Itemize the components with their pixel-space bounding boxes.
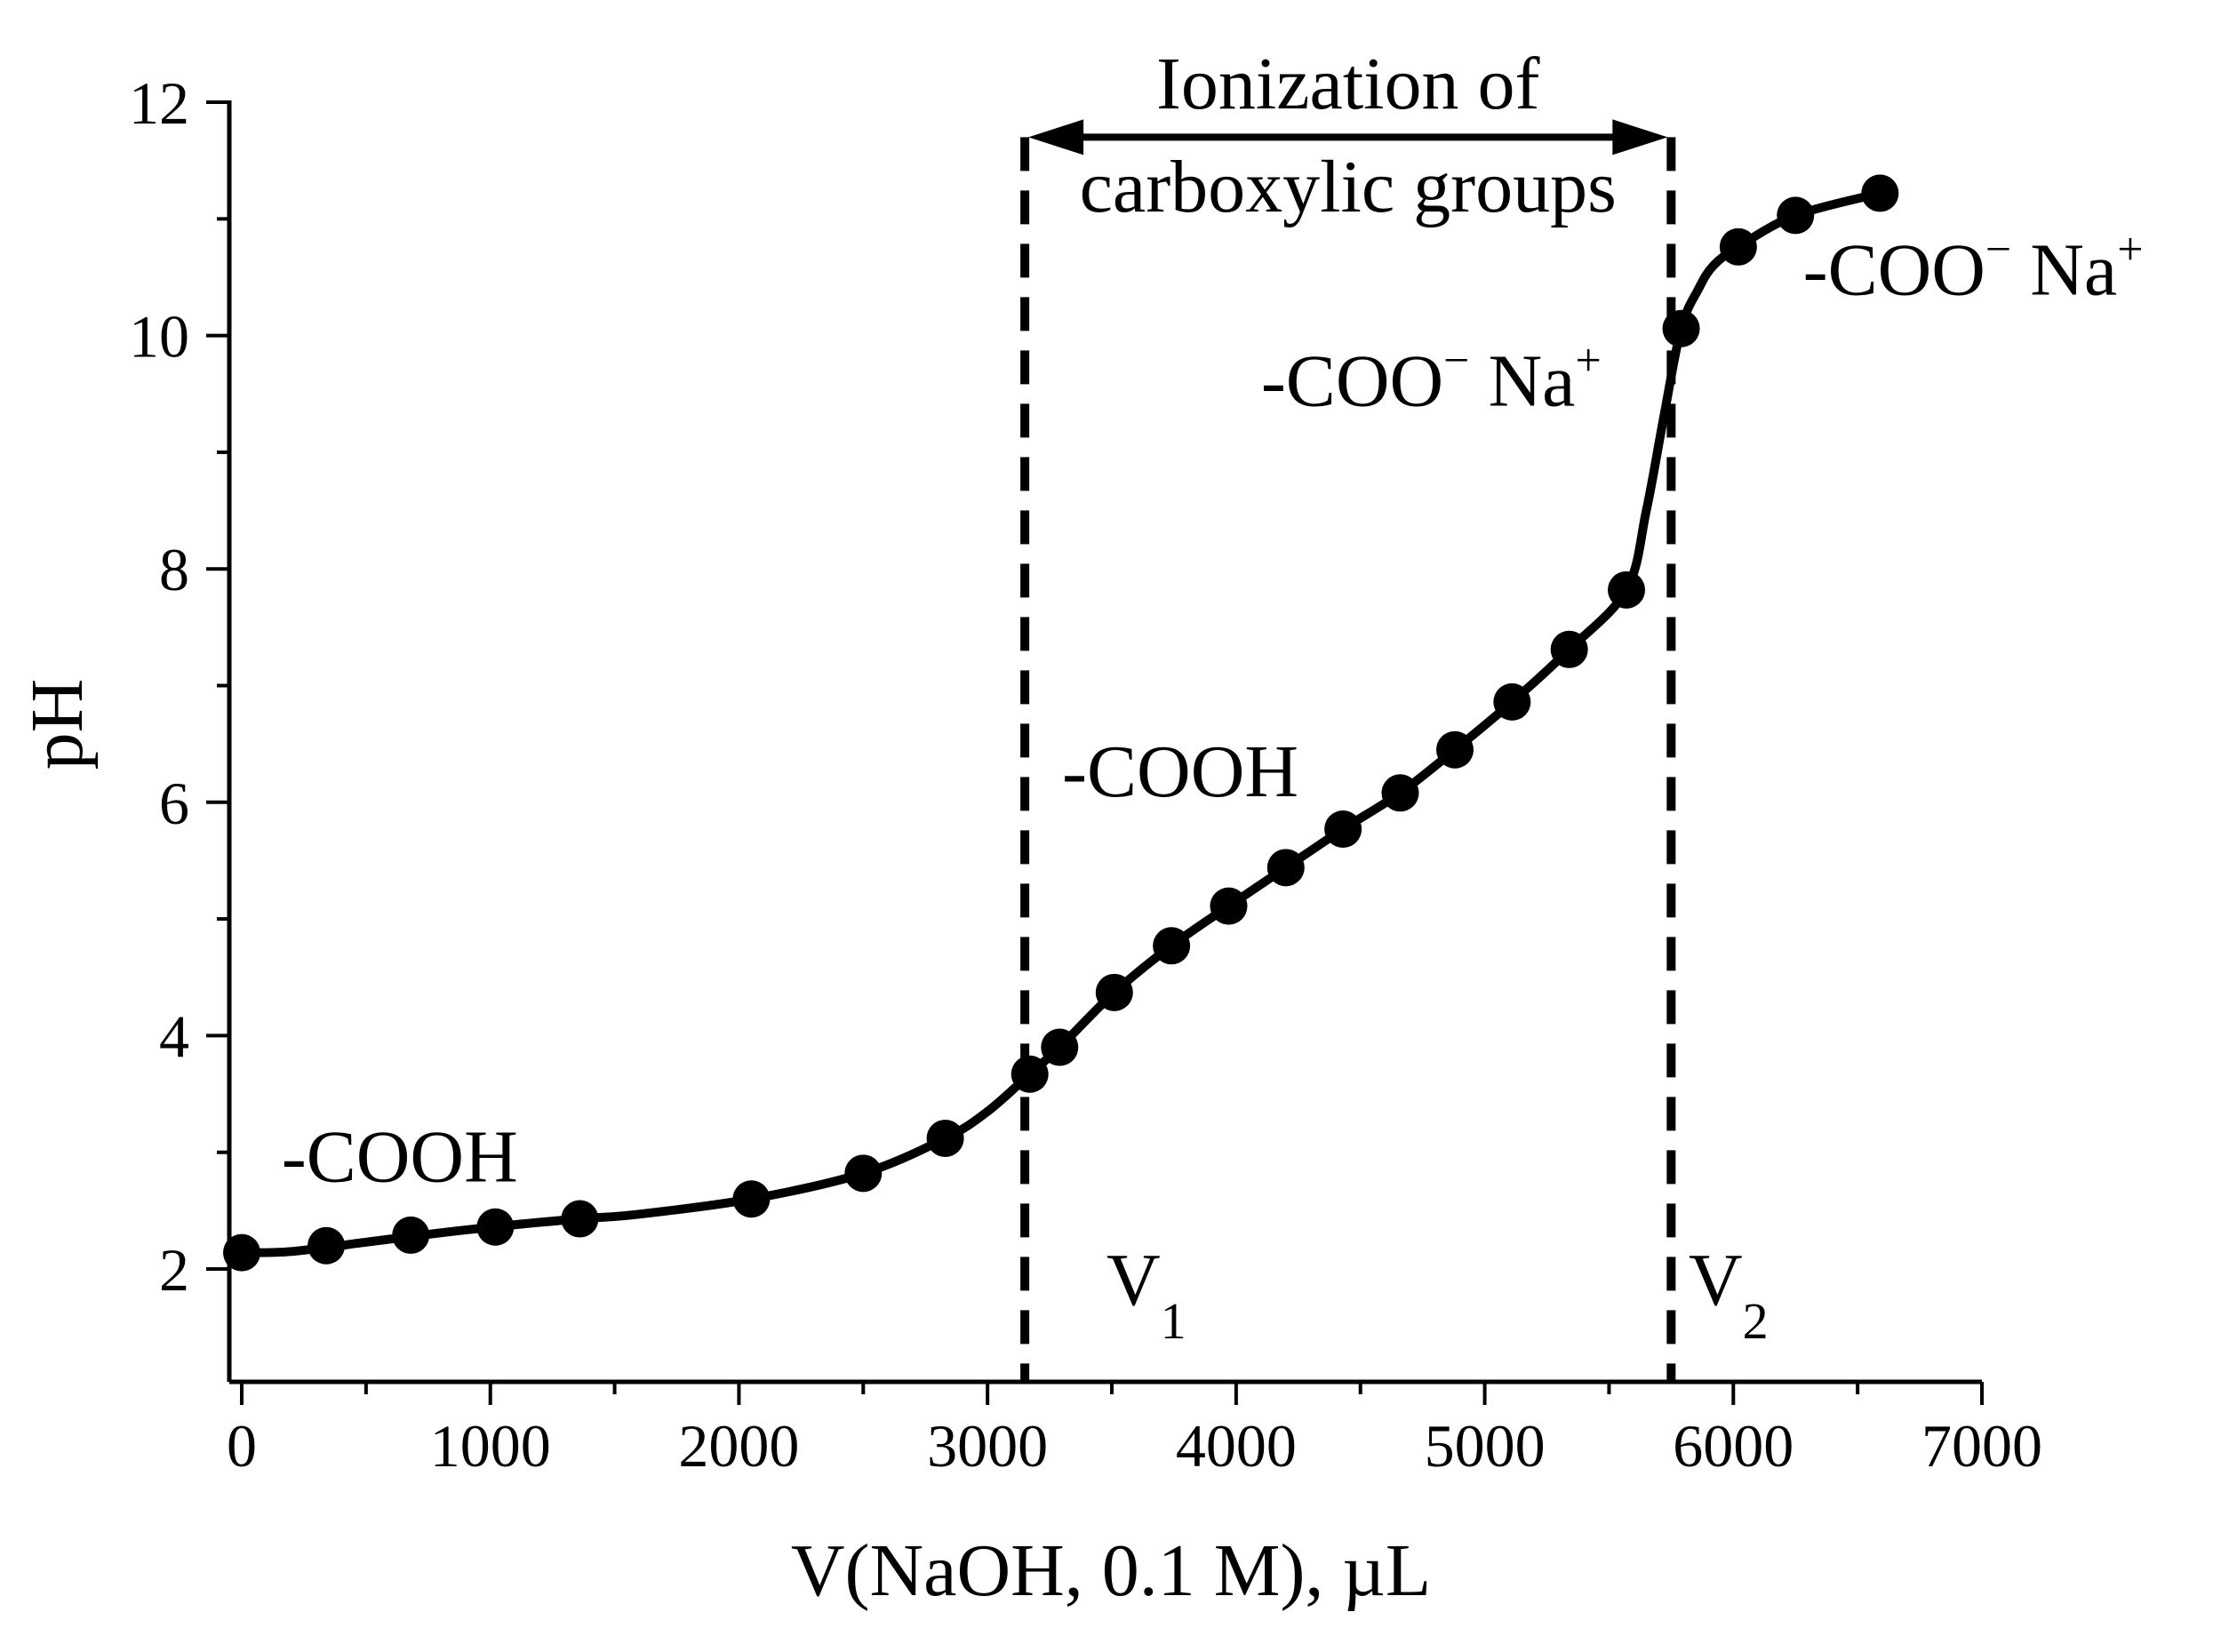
y-tick-label: 2 (159, 1236, 189, 1304)
data-point (1861, 174, 1899, 212)
annotations: Ionization of carboxylic groups -COOH -COOH… (282, 43, 2144, 1350)
y-axis-title: pH (16, 679, 99, 770)
x-axis-title: V(NaOH, 0.1 M), µL (791, 1529, 1431, 1612)
x-tick-label: 5000 (1425, 1412, 1546, 1480)
v-label: V2 (1689, 1239, 1769, 1350)
data-point (1095, 973, 1133, 1011)
y-tick-label: 12 (129, 69, 189, 137)
data-point (1041, 1028, 1079, 1066)
data-point (1266, 849, 1305, 887)
data-point (1324, 810, 1362, 848)
data-point (1210, 887, 1248, 925)
data-point (1719, 227, 1757, 266)
y-tick-label: 6 (159, 770, 189, 837)
data-point (1153, 927, 1191, 965)
data-point (1381, 774, 1419, 812)
axes: 0 1000 2000 3000 4000 5000 6000 7000 2 4 6 8 10 12 (129, 69, 2042, 1480)
series-line (241, 188, 1881, 1257)
annotation-label: -COOH (282, 1116, 518, 1199)
x-tick-label: 1000 (430, 1412, 551, 1480)
data-point (1436, 730, 1474, 769)
v-label: V1 (1107, 1239, 1186, 1350)
x-tick-label: 0 (227, 1412, 257, 1480)
range-arrow-right-head (1612, 119, 1668, 156)
data-point (392, 1216, 430, 1254)
data-point (308, 1226, 346, 1265)
y-tick-label: 8 (159, 536, 189, 603)
data-point (476, 1208, 515, 1246)
x-tick-label: 3000 (927, 1412, 1048, 1480)
data-point (1493, 682, 1531, 721)
x-tick-label: 6000 (1673, 1412, 1794, 1480)
data-point (561, 1200, 599, 1238)
range-arrow-left-head (1028, 119, 1084, 156)
data-point (732, 1180, 771, 1218)
y-tick-label: 10 (129, 303, 189, 371)
data-point (1662, 309, 1700, 347)
data-point (1608, 571, 1646, 609)
data-point (844, 1154, 883, 1193)
x-tick-label: 7000 (1921, 1412, 2042, 1480)
data-point (926, 1119, 964, 1157)
y-tick-label: 4 (159, 1002, 189, 1070)
plot-area (223, 137, 1899, 1382)
range-label-line1: Ionization of (1156, 43, 1540, 125)
x-tick-label: 4000 (1176, 1412, 1297, 1480)
annotation-label: -COO− Na+ (1261, 335, 1602, 422)
annotation-label: -COO− Na+ (1803, 225, 2144, 312)
data-point (1011, 1055, 1049, 1093)
data-point (1550, 630, 1588, 668)
data-point (223, 1233, 260, 1272)
data-point (1777, 196, 1815, 235)
annotation-label: -COOH (1062, 730, 1298, 813)
range-label-line2: carboxylic groups (1080, 146, 1617, 228)
x-tick-label: 2000 (678, 1412, 799, 1480)
